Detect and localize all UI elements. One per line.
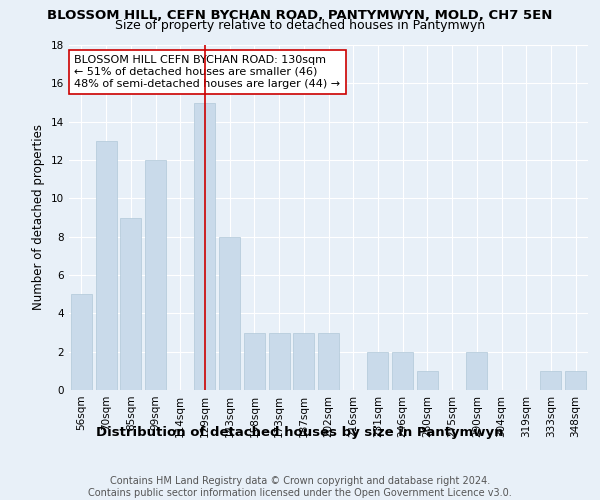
Bar xyxy=(565,371,586,390)
Bar xyxy=(367,352,388,390)
Y-axis label: Number of detached properties: Number of detached properties xyxy=(32,124,46,310)
Bar xyxy=(219,236,240,390)
Bar xyxy=(417,371,438,390)
Text: BLOSSOM HILL CEFN BYCHAN ROAD: 130sqm
← 51% of detached houses are smaller (46)
: BLOSSOM HILL CEFN BYCHAN ROAD: 130sqm ← … xyxy=(74,56,340,88)
Bar xyxy=(269,332,290,390)
Bar xyxy=(244,332,265,390)
Bar xyxy=(95,141,116,390)
Bar xyxy=(392,352,413,390)
Bar xyxy=(120,218,141,390)
Text: BLOSSOM HILL, CEFN BYCHAN ROAD, PANTYMWYN, MOLD, CH7 5EN: BLOSSOM HILL, CEFN BYCHAN ROAD, PANTYMWY… xyxy=(47,9,553,22)
Text: Contains HM Land Registry data © Crown copyright and database right 2024.
Contai: Contains HM Land Registry data © Crown c… xyxy=(88,476,512,498)
Bar xyxy=(145,160,166,390)
Bar xyxy=(541,371,562,390)
Bar xyxy=(293,332,314,390)
Bar xyxy=(318,332,339,390)
Text: Distribution of detached houses by size in Pantymwyn: Distribution of detached houses by size … xyxy=(96,426,504,439)
Bar xyxy=(466,352,487,390)
Text: Size of property relative to detached houses in Pantymwyn: Size of property relative to detached ho… xyxy=(115,19,485,32)
Bar xyxy=(71,294,92,390)
Bar xyxy=(194,102,215,390)
